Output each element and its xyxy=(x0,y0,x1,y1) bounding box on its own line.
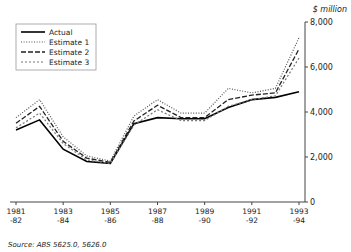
x-tick-label: 1989-90 xyxy=(195,207,214,225)
x-tick-label: 1983-84 xyxy=(54,207,73,225)
x-tick xyxy=(204,202,205,205)
legend-label: Estimate 3 xyxy=(49,58,90,67)
y-tick-label: 4,000 xyxy=(310,108,333,117)
y-tick-label: 2,000 xyxy=(310,153,333,162)
series-line xyxy=(16,38,299,161)
legend-swatch xyxy=(21,41,45,42)
legend-box xyxy=(16,24,96,70)
x-tick xyxy=(251,202,252,205)
y-tick xyxy=(305,22,308,23)
x-tick-label-line: -90 xyxy=(199,216,211,225)
legend-swatch xyxy=(21,51,45,52)
y-tick xyxy=(305,112,308,113)
y-tick xyxy=(305,67,308,68)
x-tick xyxy=(16,202,17,205)
x-tick-label: 1981-82 xyxy=(6,207,25,225)
source-note: Source: ABS 5625.0, 5626.0 xyxy=(8,241,107,249)
y-tick-label: 6,000 xyxy=(310,63,333,72)
x-tick-label: 1993-94 xyxy=(289,207,308,225)
legend-label: Estimate 1 xyxy=(49,38,90,47)
x-tick-label-line: -88 xyxy=(151,216,163,225)
series-line xyxy=(16,58,299,164)
x-tick-label: 1987-88 xyxy=(148,207,167,225)
y-tick xyxy=(305,157,308,158)
lines xyxy=(16,38,299,164)
chart: 0 2,000 4,000 6,000 8,000 $ million 1981-82 198… xyxy=(0,0,351,252)
x-tick-label-line: -92 xyxy=(246,216,258,225)
legend-label: Actual xyxy=(49,28,73,37)
series-line xyxy=(16,49,299,162)
legend-label: Estimate 2 xyxy=(49,48,90,57)
x-tick xyxy=(299,202,300,205)
series-line xyxy=(16,92,299,164)
x-tick-label-line: -86 xyxy=(104,216,116,225)
x-tick-label-line: -82 xyxy=(10,216,22,225)
y-axis-label: $ million xyxy=(313,5,347,14)
x-tick xyxy=(63,202,64,205)
x-tick-label: 1991-92 xyxy=(242,207,261,225)
x-tick-label: 1985-86 xyxy=(101,207,120,225)
x-tick xyxy=(157,202,158,205)
legend: ActualEstimate 1Estimate 2Estimate 3 xyxy=(16,24,96,70)
x-tick-label-line: -94 xyxy=(293,216,305,225)
y-tick-label: 8,000 xyxy=(310,18,333,27)
x-tick xyxy=(110,202,111,205)
legend-swatch xyxy=(21,31,45,33)
x-tick-label-line: -84 xyxy=(57,216,69,225)
legend-swatch xyxy=(21,61,45,62)
y-tick xyxy=(305,202,308,203)
y-tick-label: 0 xyxy=(310,198,315,207)
